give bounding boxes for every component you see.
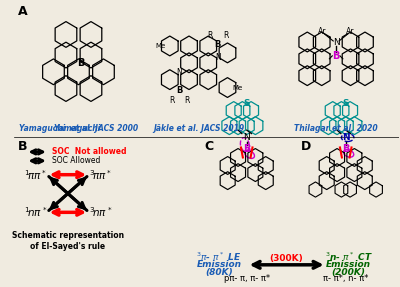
Text: $^3\!\pi\pi^*$: $^3\!\pi\pi^*$ [89,168,112,182]
Text: S: S [244,99,250,108]
Text: (200K): (200K) [332,268,366,277]
Text: Ar: Ar [318,27,326,36]
Text: D: D [300,140,311,153]
Text: R: R [223,30,228,40]
Text: N: N [333,38,340,47]
Text: Ar: Ar [346,27,355,36]
Text: pπ- π, π- π*: pπ- π, π- π* [224,274,270,283]
Text: B: B [215,40,221,49]
Text: $^3\pi$- $\pi^*$ LE: $^3\pi$- $\pi^*$ LE [196,251,242,263]
Text: B: B [332,51,340,61]
Text: C: C [204,140,214,153]
Text: B: B [77,58,84,68]
Text: N: N [342,133,350,142]
Text: A: A [18,5,28,18]
Text: R: R [184,96,190,105]
Text: B: B [243,144,250,154]
Text: SOC  Not allowed: SOC Not allowed [52,148,126,156]
Text: $^3$n- $\pi^*$ CT: $^3$n- $\pi^*$ CT [325,251,372,263]
Text: R: R [208,30,213,40]
Text: N: N [215,53,221,62]
Text: Yamaguchi  et al. JACS 2000: Yamaguchi et al. JACS 2000 [19,124,138,133]
Text: Jäkle et al. JACS 2019: Jäkle et al. JACS 2019 [153,124,244,133]
Text: $^3\!n\pi^*$: $^3\!n\pi^*$ [89,205,112,219]
Text: Emission: Emission [326,260,371,269]
Text: $^1\!\pi\pi^*$: $^1\!\pi\pi^*$ [24,168,47,182]
Text: B: B [176,86,182,95]
Text: B: B [18,140,27,153]
Text: R: R [169,96,174,105]
Text: N: N [176,68,182,77]
Text: Yamaguchi: Yamaguchi [54,124,103,133]
Text: (300K): (300K) [269,254,303,263]
Text: Emission: Emission [196,260,241,269]
Text: $^1\!n\pi^*$: $^1\!n\pi^*$ [24,205,47,219]
Text: SOC Allowed: SOC Allowed [52,156,100,165]
Text: N: N [243,133,250,142]
Text: B: B [342,144,350,154]
Text: Schematic representation
of El-Sayed's rule: Schematic representation of El-Sayed's r… [12,231,124,251]
Text: (80K): (80K) [205,268,233,277]
Text: Me: Me [232,85,242,90]
Text: Thilagar et al. 2020: Thilagar et al. 2020 [294,124,378,133]
Text: π- π*, n- π*: π- π*, n- π* [323,274,368,283]
Text: S: S [342,99,349,108]
Text: Me: Me [155,43,165,49]
